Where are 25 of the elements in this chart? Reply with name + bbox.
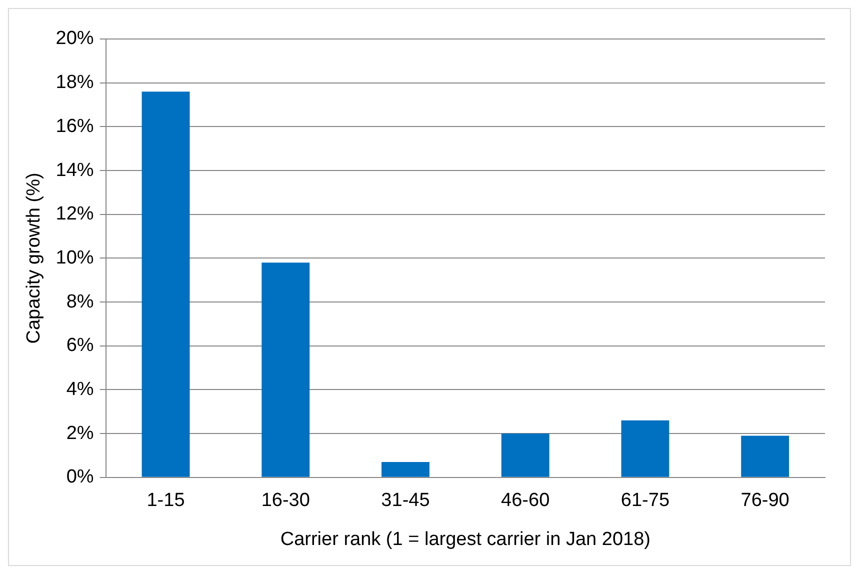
- bar: [142, 92, 190, 477]
- x-tick-label: 31-45: [381, 490, 430, 512]
- bar: [382, 462, 430, 477]
- x-tick-label: 76-90: [740, 490, 790, 512]
- bar: [262, 262, 310, 477]
- x-tick-label: 16-30: [261, 490, 310, 512]
- x-axis-title: Carrier rank (1 = largest carrier in Jan 2018): [280, 528, 650, 550]
- y-tick-label: 0%: [66, 466, 94, 488]
- y-tick-label: 10%: [56, 247, 94, 268]
- y-axis-title: Capacity growth (%): [24, 172, 45, 344]
- y-tick-label: 12%: [56, 204, 94, 225]
- y-tick-label: 6%: [66, 335, 94, 356]
- y-tick-label: 2%: [66, 422, 94, 444]
- y-tick-label: 14%: [56, 160, 94, 181]
- bar: [621, 420, 670, 477]
- x-tick-label: 46-60: [501, 490, 550, 512]
- y-tick-label: 20%: [56, 28, 94, 50]
- y-tick-label: 4%: [66, 378, 94, 400]
- x-tick-label: 61-75: [620, 490, 670, 512]
- bar: [501, 434, 550, 477]
- x-tick-label: 1-15: [146, 490, 185, 512]
- y-tick-label: 8%: [66, 291, 94, 312]
- y-tick-label: 16%: [56, 116, 94, 137]
- y-tick-label: 18%: [56, 72, 94, 94]
- bar: [741, 436, 790, 477]
